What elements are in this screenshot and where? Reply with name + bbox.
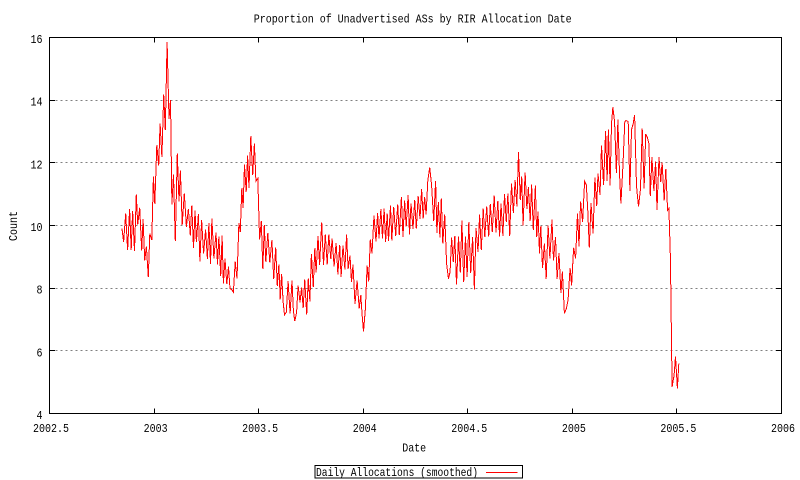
svg-text:2005.5: 2005.5 (660, 422, 696, 436)
svg-text:2005: 2005 (562, 422, 586, 436)
svg-text:Date: Date (402, 442, 426, 456)
svg-text:16: 16 (31, 33, 43, 47)
svg-text:Proportion of Unadvertised ASs: Proportion of Unadvertised ASs by RIR Al… (254, 13, 572, 27)
svg-text:12: 12 (31, 158, 43, 172)
svg-text:6: 6 (37, 346, 43, 360)
svg-text:2006: 2006 (771, 422, 795, 436)
svg-text:2004: 2004 (353, 422, 377, 436)
svg-text:2003.5: 2003.5 (242, 422, 278, 436)
svg-text:4: 4 (37, 409, 43, 423)
svg-text:10: 10 (31, 221, 43, 235)
svg-text:8: 8 (37, 284, 43, 298)
svg-text:2003: 2003 (144, 422, 168, 436)
svg-text:Daily Allocations (smoothed): Daily Allocations (smoothed) (316, 466, 478, 480)
svg-text:2002.5: 2002.5 (33, 422, 69, 436)
svg-text:Count: Count (7, 211, 21, 241)
svg-text:2004.5: 2004.5 (451, 422, 487, 436)
svg-text:14: 14 (31, 96, 43, 110)
